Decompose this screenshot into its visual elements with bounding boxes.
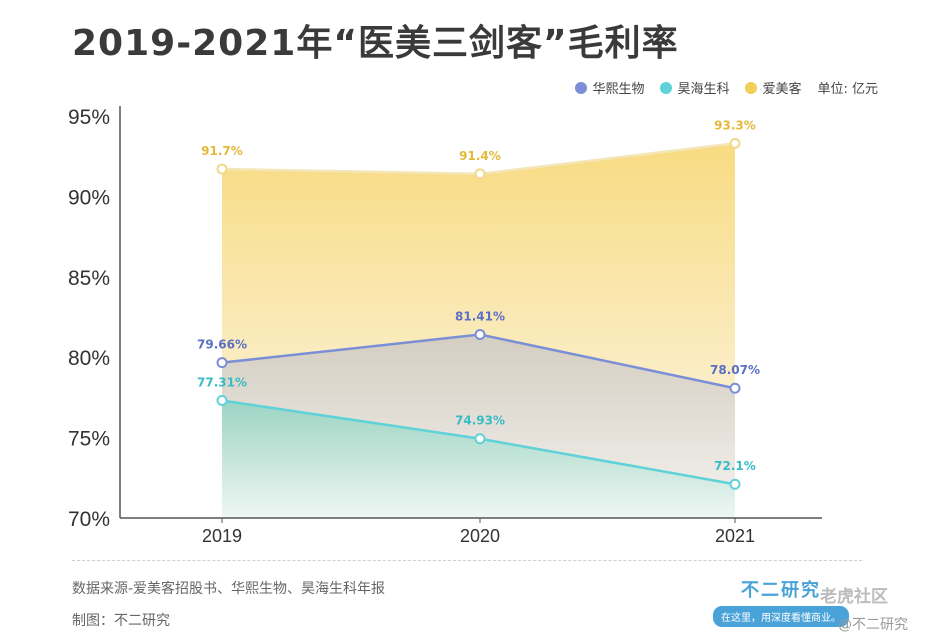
x-tick-label: 2020 bbox=[460, 526, 500, 546]
legend-dot-huaxi bbox=[575, 81, 588, 94]
point-haohai bbox=[729, 478, 741, 490]
legend-dot-haohai bbox=[660, 81, 673, 94]
legend-item-aimeike: 爱美客 bbox=[745, 78, 801, 97]
y-tick-label: 85% bbox=[68, 267, 110, 290]
brand-slogan: 在这里，用深度看懂商业。 bbox=[713, 606, 849, 627]
unit-label: 单位: 亿元 bbox=[817, 82, 878, 97]
area-aimeike bbox=[222, 143, 735, 389]
legend-item-haohai: 昊海生科 bbox=[660, 78, 729, 97]
footer-divider bbox=[72, 560, 862, 561]
legend-label-huaxi: 华熙生物 bbox=[592, 82, 645, 97]
point-haohai bbox=[474, 433, 486, 445]
y-tick-label: 70% bbox=[68, 508, 110, 531]
legend: 华熙生物 昊海生科 爱美客 单位: 亿元 bbox=[575, 78, 878, 97]
point-haohai bbox=[216, 394, 228, 406]
chart-title: 2019-2021年“医美三剑客”毛利率 bbox=[72, 23, 679, 64]
data-label-haohai: 74.93% bbox=[455, 414, 505, 428]
y-tick-label: 95% bbox=[68, 106, 110, 129]
point-huaxi bbox=[474, 329, 486, 341]
data-label-aimeike: 93.3% bbox=[714, 118, 756, 132]
source-note: 数据来源-爱美客招股书、华熙生物、昊海生科年报 bbox=[72, 581, 386, 597]
point-aimeike bbox=[474, 168, 486, 180]
legend-item-huaxi: 华熙生物 bbox=[575, 78, 644, 97]
brand-name: 不二研究 bbox=[741, 580, 821, 601]
watermark-handle: @不二研究 bbox=[838, 617, 908, 633]
point-aimeike bbox=[216, 163, 228, 175]
y-tick-label: 80% bbox=[68, 347, 110, 370]
legend-label-aimeike: 爱美客 bbox=[762, 82, 802, 97]
x-tick-label: 2021 bbox=[715, 526, 755, 546]
area-haohai bbox=[222, 400, 735, 518]
data-label-haohai: 72.1% bbox=[714, 459, 756, 473]
data-label-huaxi: 78.07% bbox=[710, 363, 760, 377]
chart-svg: 70% 75% 80% 85% 90% 95% 2019 2020 2021 91.7% 91.4… bbox=[68, 106, 822, 546]
x-tick-label: 2019 bbox=[202, 526, 242, 546]
data-label-huaxi: 81.41% bbox=[455, 310, 505, 324]
legend-dot-aimeike bbox=[745, 81, 758, 94]
brand-block: 不二研究 在这里，用深度看懂商业。 bbox=[706, 576, 856, 627]
data-label-huaxi: 79.66% bbox=[197, 338, 247, 352]
y-tick-label: 75% bbox=[68, 428, 110, 451]
watermark-site: 老虎社区 bbox=[820, 587, 888, 607]
legend-label-haohai: 昊海生科 bbox=[677, 82, 730, 97]
point-aimeike bbox=[729, 137, 741, 149]
data-label-haohai: 77.31% bbox=[197, 375, 247, 389]
credit-note: 制图：不二研究 bbox=[72, 613, 170, 629]
y-tick-label: 90% bbox=[68, 186, 110, 209]
data-label-aimeike: 91.7% bbox=[201, 144, 243, 158]
data-label-aimeike: 91.4% bbox=[459, 149, 501, 163]
point-huaxi bbox=[216, 357, 228, 369]
point-huaxi bbox=[729, 382, 741, 394]
